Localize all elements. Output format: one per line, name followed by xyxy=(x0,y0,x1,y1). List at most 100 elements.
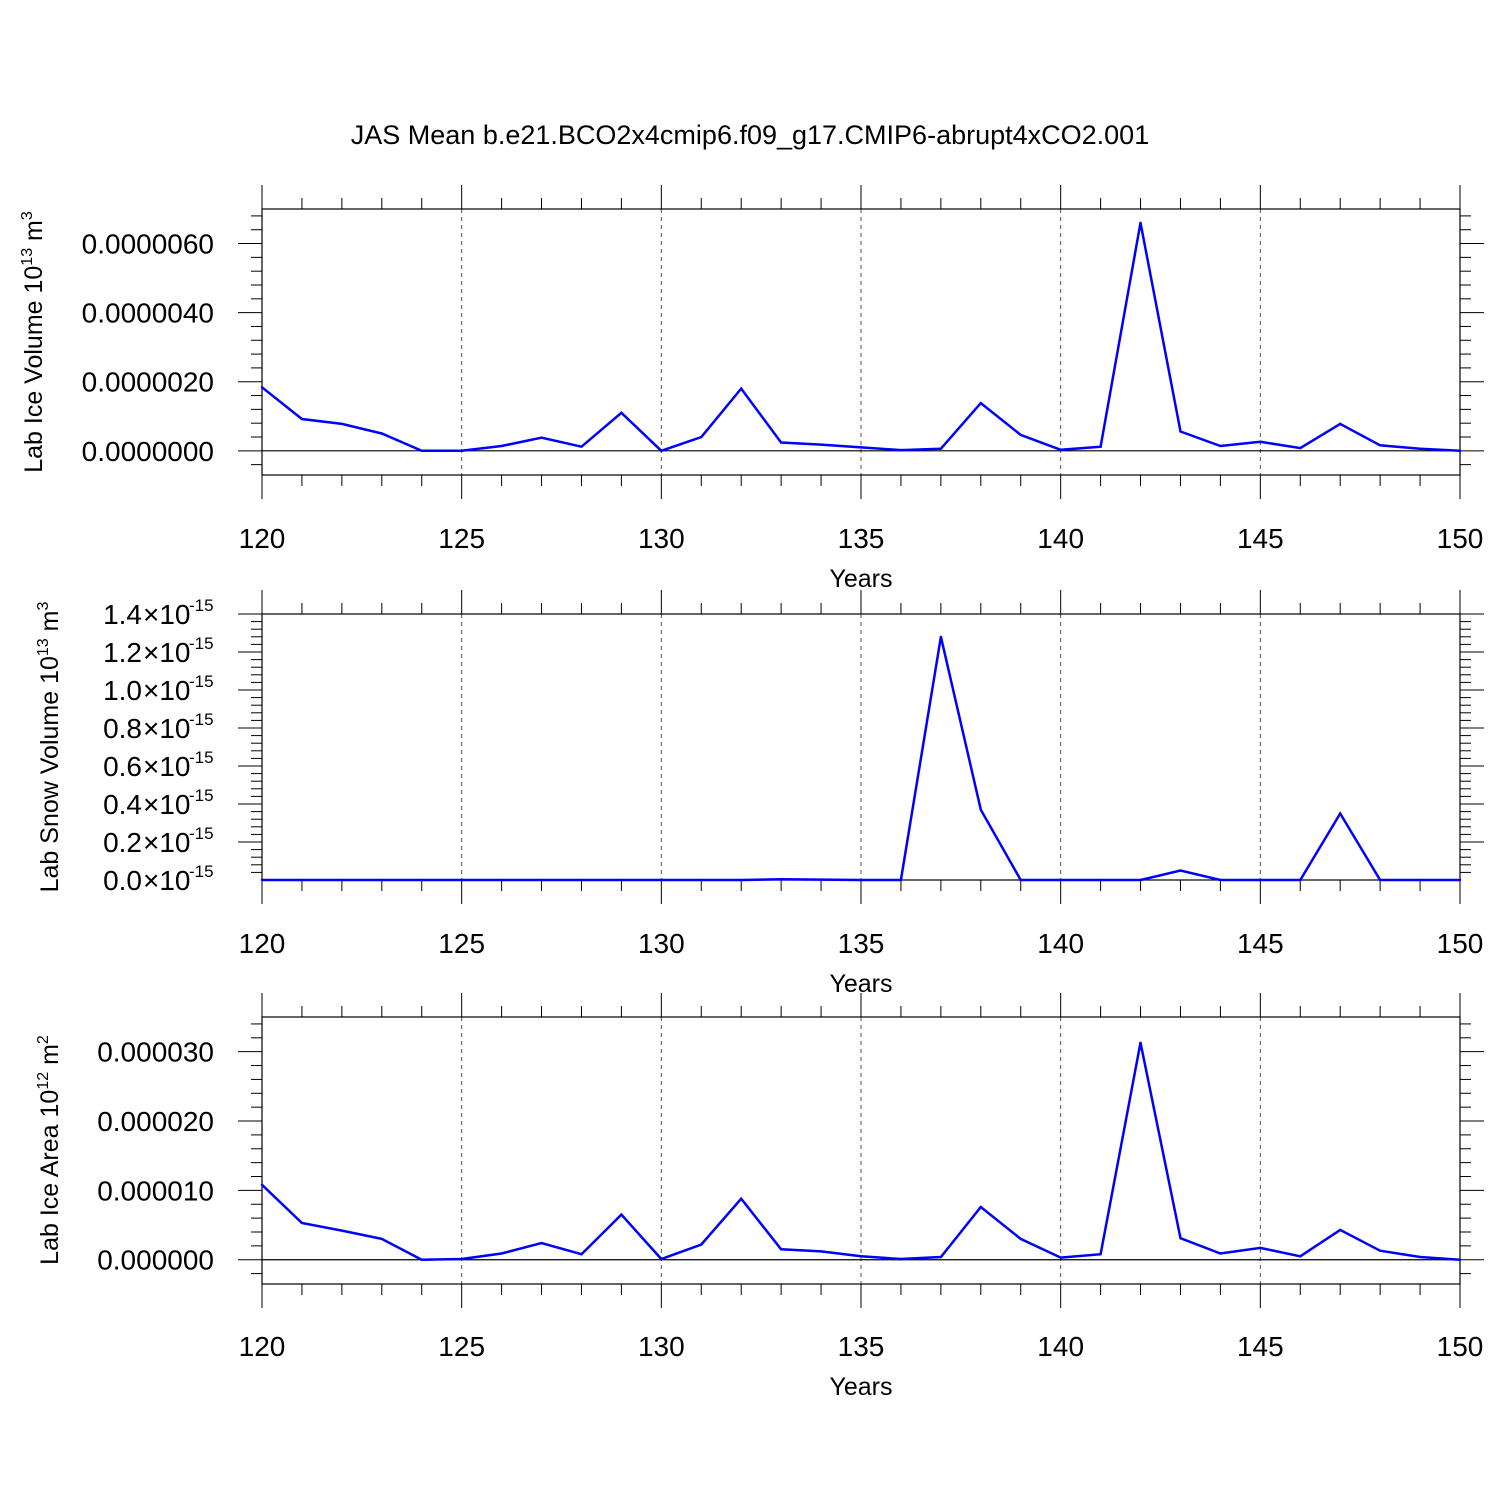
data-point xyxy=(779,441,783,444)
data-point xyxy=(540,436,543,439)
y-axis-label-ylabel: Lab Snow Volume 10 xyxy=(36,656,64,892)
data-point xyxy=(620,878,623,882)
x-tick-label: 145 xyxy=(1237,1331,1284,1362)
data-point xyxy=(380,1237,383,1241)
y-tick-label: 0.000000 xyxy=(97,1245,214,1276)
data-point xyxy=(580,878,583,882)
y-tick-exponent: -15 xyxy=(189,710,214,729)
data-point xyxy=(1259,440,1262,444)
data-point xyxy=(1219,444,1222,448)
x-tick-label: 135 xyxy=(838,1331,885,1362)
x-tick-label: 145 xyxy=(1237,523,1284,554)
x-tick-label: 135 xyxy=(838,928,885,959)
y-axis-label-ylabel-exp: 13 xyxy=(35,638,52,656)
data-point xyxy=(420,449,423,453)
y-tick-times: ×10 xyxy=(143,713,191,744)
x-axis-label: Years xyxy=(829,1373,892,1401)
data-point xyxy=(500,444,503,448)
x-tick-label: 140 xyxy=(1037,1331,1084,1362)
data-point xyxy=(1339,812,1342,815)
y-tick-mantissa: 0.8 xyxy=(103,713,142,744)
y-tick-label: 0.000020 xyxy=(97,1106,214,1137)
data-point xyxy=(1139,1041,1142,1044)
y-tick-label: 0.4 xyxy=(103,789,142,820)
data-point xyxy=(380,432,383,435)
y-tick-mantissa: 0.6 xyxy=(103,751,142,782)
y-tick-label: 0.000010 xyxy=(97,1175,214,1206)
data-point xyxy=(340,1229,344,1232)
y-tick-times: ×10 xyxy=(143,827,191,858)
data-point xyxy=(700,1243,703,1246)
data-point xyxy=(779,878,783,881)
y-tick-exponent: -15 xyxy=(189,596,214,615)
data-point xyxy=(1179,1237,1182,1240)
data-point xyxy=(859,446,863,449)
data-point xyxy=(779,1248,783,1251)
data-point xyxy=(340,878,344,882)
y-tick-mantissa: 0.4 xyxy=(103,789,142,820)
y-tick-exponent: -15 xyxy=(189,672,214,691)
x-tick-label: 150 xyxy=(1437,523,1484,554)
x-tick-label: 125 xyxy=(438,1331,485,1362)
x-tick-label: 130 xyxy=(638,928,685,959)
data-point xyxy=(300,417,304,421)
data-point xyxy=(1378,1249,1382,1252)
y-tick-times: ×10 xyxy=(143,675,191,706)
data-point xyxy=(1019,878,1022,882)
data-point xyxy=(979,808,982,811)
y-tick-mantissa: 1.4 xyxy=(103,599,142,630)
y-tick-label: 0.8 xyxy=(103,713,142,744)
data-point xyxy=(939,635,943,638)
data-point xyxy=(1458,1258,1462,1261)
data-point xyxy=(740,1197,743,1200)
data-point xyxy=(1059,448,1062,451)
data-point xyxy=(1179,869,1182,872)
data-point xyxy=(500,878,503,882)
data-point xyxy=(1339,1228,1342,1232)
chart-title: JAS Mean b.e21.BCO2x4cmip6.f09_g17.CMIP6… xyxy=(350,120,1150,150)
y-tick-label: 0.0000060 xyxy=(82,229,214,260)
y-axis-label-ylabel-unit-exp: 3 xyxy=(19,211,36,220)
data-point xyxy=(1378,878,1382,882)
data-point xyxy=(939,1255,943,1259)
y-tick-label: 0.2 xyxy=(103,827,142,858)
y-tick-times: ×10 xyxy=(143,637,191,668)
y-tick-times: ×10 xyxy=(143,865,191,896)
data-point xyxy=(1139,221,1142,225)
data-point xyxy=(1219,1252,1222,1255)
data-point xyxy=(1219,878,1222,882)
data-point xyxy=(1299,446,1302,450)
data-point xyxy=(660,449,663,453)
data-point xyxy=(899,1257,903,1261)
data-point xyxy=(1059,1256,1062,1259)
y-tick-mantissa: 0.2 xyxy=(103,827,142,858)
y-tick-label: 1.0 xyxy=(103,675,142,706)
y-axis-label: Lab Ice Area 1012 m2 xyxy=(35,1035,64,1265)
data-point xyxy=(1099,445,1102,448)
data-point xyxy=(1418,878,1422,882)
x-tick-label: 130 xyxy=(638,1331,685,1362)
data-point xyxy=(260,386,264,389)
y-tick-exponent: -15 xyxy=(189,786,214,805)
data-point xyxy=(620,1213,623,1216)
data-point xyxy=(460,1257,463,1261)
data-point xyxy=(859,878,863,882)
data-point xyxy=(420,1258,423,1261)
y-axis-label: Lab Ice Volume 1013 m3 xyxy=(19,211,48,473)
data-point xyxy=(700,878,703,882)
y-tick-mantissa: 1.2 xyxy=(103,637,142,668)
x-tick-label: 145 xyxy=(1237,928,1284,959)
data-point xyxy=(540,878,543,882)
y-tick-label: 0.000030 xyxy=(97,1037,214,1068)
y-tick-exponent: -15 xyxy=(189,634,214,653)
data-point xyxy=(500,1252,503,1255)
data-point xyxy=(580,445,583,448)
y-tick-mantissa: 1.0 xyxy=(103,675,142,706)
data-point xyxy=(700,435,703,439)
data-point xyxy=(740,878,743,882)
y-tick-label: 0.0 xyxy=(103,865,142,896)
panel-1: 120 125 130 135 140 145 150 Years 0.0000000 0.000… xyxy=(19,185,1484,593)
data-point xyxy=(620,411,623,415)
